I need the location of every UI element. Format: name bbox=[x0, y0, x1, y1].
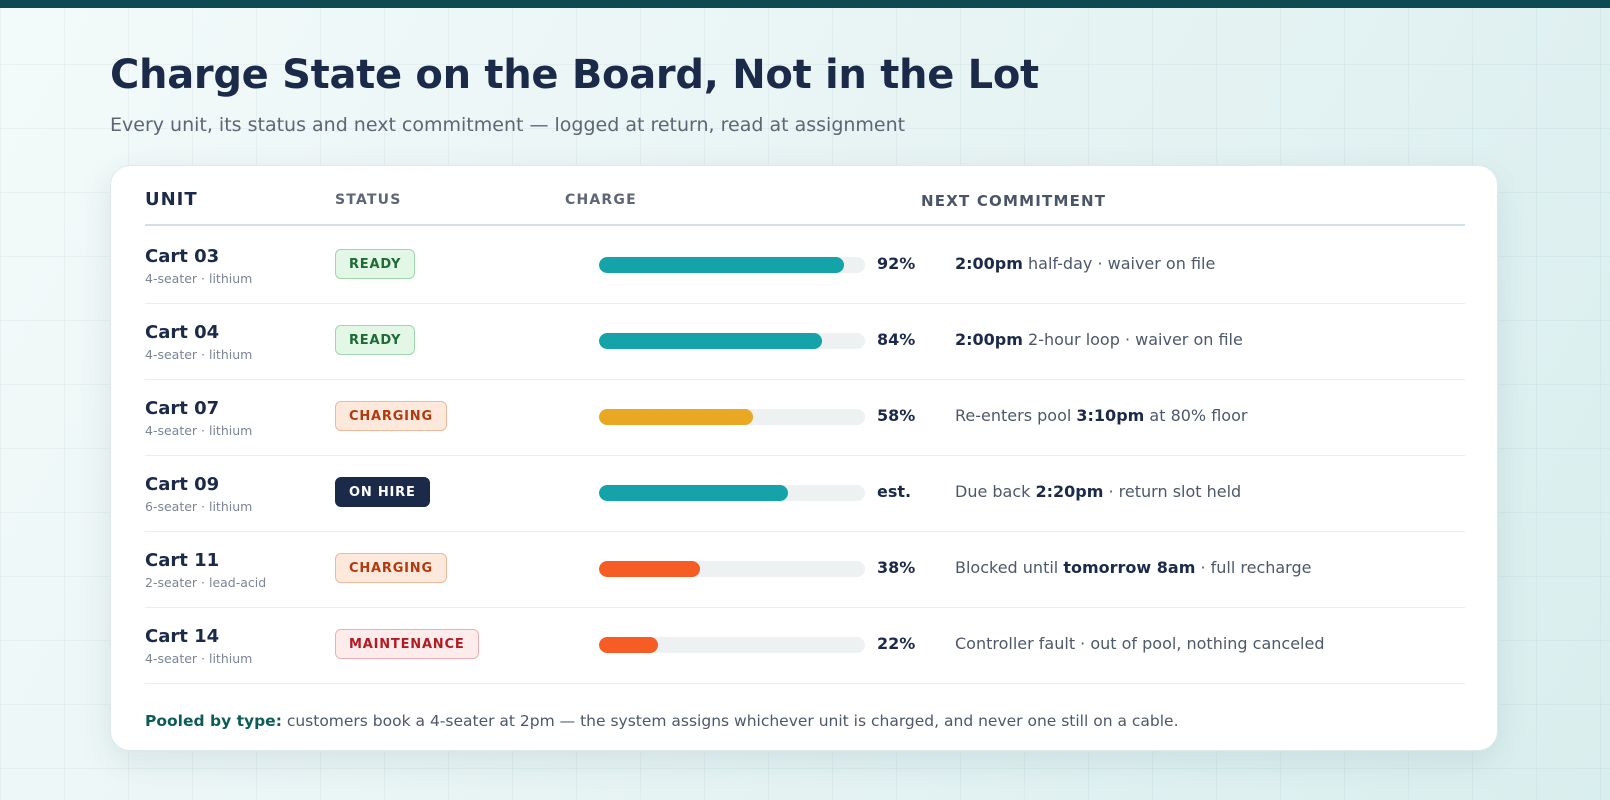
charge-value: 92% bbox=[877, 254, 916, 273]
column-header-unit: UNIT bbox=[145, 189, 198, 210]
unit-name: Cart 03 bbox=[145, 246, 220, 267]
next-commitment-prefix: Re-enters pool bbox=[955, 406, 1077, 425]
next-commitment-suffix: · return slot held bbox=[1103, 482, 1242, 501]
unit-spec: 6-seater · lithium bbox=[145, 499, 253, 514]
unit-spec: 2-seater · lead-acid bbox=[145, 575, 267, 590]
charge-bar-fill bbox=[599, 485, 788, 501]
unit-name: Cart 09 bbox=[145, 474, 220, 495]
footnote: Pooled by type: customers book a 4-seate… bbox=[145, 712, 1179, 730]
next-commitment: Due back 2:20pm · return slot held bbox=[955, 482, 1241, 501]
charge-bar bbox=[599, 333, 865, 349]
next-commitment-time: 2:00pm bbox=[955, 330, 1023, 349]
unit-spec: 4-seater · lithium bbox=[145, 271, 253, 286]
table-row[interactable]: Cart 11 2-seater · lead-acid CHARGING 38% Bl… bbox=[145, 530, 1465, 608]
charge-value: 84% bbox=[877, 330, 916, 349]
charge-value: est. bbox=[877, 482, 912, 501]
charge-bar-fill bbox=[599, 637, 658, 653]
next-commitment: Controller fault · out of pool, nothing … bbox=[955, 634, 1325, 653]
charge-bar-fill bbox=[599, 409, 754, 425]
charge-bar-fill bbox=[599, 561, 701, 577]
column-header-status: STATUS bbox=[335, 192, 402, 208]
status-badge: READY bbox=[335, 249, 416, 279]
status-badge: MAINTENANCE bbox=[335, 629, 479, 659]
status-badge: READY bbox=[335, 325, 416, 355]
table-row[interactable]: Cart 09 6-seater · lithium ON HIRE est. Due … bbox=[145, 454, 1465, 532]
footnote-lead: Pooled by type: bbox=[145, 712, 282, 730]
charge-bar-fill bbox=[599, 333, 823, 349]
charge-bar bbox=[599, 409, 865, 425]
charge-bar bbox=[599, 561, 865, 577]
footnote-text: customers book a 4-seater at 2pm — the s… bbox=[281, 712, 1179, 730]
column-header-next-commitment: NEXT COMMITMENT bbox=[921, 192, 1107, 210]
next-commitment: Blocked until tomorrow 8am · full rechar… bbox=[955, 558, 1311, 577]
unit-spec: 4-seater · lithium bbox=[145, 347, 253, 362]
next-commitment: 2:00pm half-day · waiver on file bbox=[955, 254, 1215, 273]
next-commitment-suffix: · full recharge bbox=[1195, 558, 1312, 577]
column-header-charge: CHARGE bbox=[565, 192, 637, 208]
unit-name: Cart 14 bbox=[145, 626, 220, 647]
table-row[interactable]: Cart 04 4-seater · lithium READY 84% 2:00pm … bbox=[145, 302, 1465, 380]
next-commitment-time: 2:00pm bbox=[955, 254, 1023, 273]
next-commitment-suffix: 2-hour loop · waiver on file bbox=[1022, 330, 1243, 349]
status-badge: CHARGING bbox=[335, 553, 447, 583]
status-badge: ON HIRE bbox=[335, 477, 430, 507]
next-commitment-suffix: at 80% floor bbox=[1144, 406, 1248, 425]
next-commitment: 2:00pm 2-hour loop · waiver on file bbox=[955, 330, 1243, 349]
unit-name: Cart 04 bbox=[145, 322, 220, 343]
status-badge: CHARGING bbox=[335, 401, 447, 431]
table-row[interactable]: Cart 14 4-seater · lithium MAINTENANCE 22% C… bbox=[145, 606, 1465, 684]
next-commitment-time: tomorrow 8am bbox=[1063, 558, 1196, 577]
table-row[interactable]: Cart 03 4-seater · lithium READY 92% 2:00pm … bbox=[145, 226, 1465, 304]
charge-bar-fill bbox=[599, 257, 844, 273]
unit-name: Cart 11 bbox=[145, 550, 220, 571]
next-commitment-time: 3:10pm bbox=[1076, 406, 1145, 425]
charge-value: 58% bbox=[877, 406, 916, 425]
charge-value: 38% bbox=[877, 558, 916, 577]
next-commitment-prefix: Due back bbox=[955, 482, 1036, 501]
charge-bar bbox=[599, 257, 865, 273]
next-commitment-prefix: Controller fault · out of pool, nothing … bbox=[955, 634, 1325, 653]
page-title: Charge State on the Board, Not in the Lo… bbox=[110, 52, 1039, 98]
next-commitment-suffix: half-day · waiver on file bbox=[1022, 254, 1216, 273]
fleet-status-card: UNIT STATUS CHARGE NEXT COMMITMENT Cart … bbox=[110, 165, 1498, 751]
unit-spec: 4-seater · lithium bbox=[145, 423, 253, 438]
unit-name: Cart 07 bbox=[145, 398, 220, 419]
next-commitment-prefix: Blocked until bbox=[955, 558, 1064, 577]
charge-bar bbox=[599, 485, 865, 501]
unit-spec: 4-seater · lithium bbox=[145, 651, 253, 666]
next-commitment-time: 2:20pm bbox=[1035, 482, 1104, 501]
charge-bar bbox=[599, 637, 865, 653]
table-row[interactable]: Cart 07 4-seater · lithium CHARGING 58% Re-e… bbox=[145, 378, 1465, 456]
header-divider bbox=[145, 224, 1465, 226]
top-accent-strip bbox=[0, 0, 1610, 8]
page-subtitle: Every unit, its status and next commitme… bbox=[110, 114, 906, 136]
next-commitment: Re-enters pool 3:10pm at 80% floor bbox=[955, 406, 1247, 425]
charge-value: 22% bbox=[877, 634, 916, 653]
